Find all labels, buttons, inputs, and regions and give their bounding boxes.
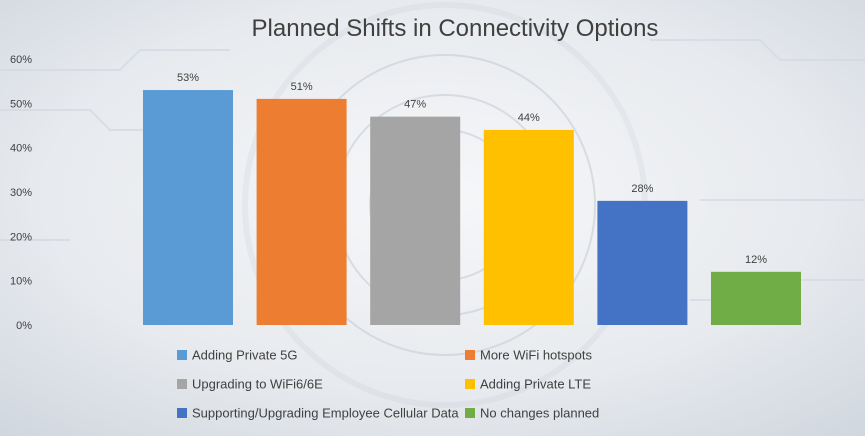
data-label: 53% <box>177 72 199 84</box>
legend-swatch <box>465 379 475 389</box>
data-label: 51% <box>291 81 313 93</box>
data-label: 12% <box>745 254 767 266</box>
legend: Adding Private 5G More WiFi hotspots Upgra… <box>177 348 599 421</box>
y-tick-label: 40% <box>10 143 32 155</box>
data-label: 44% <box>518 112 540 124</box>
legend-swatch <box>177 350 187 360</box>
bar <box>143 90 233 326</box>
legend-label: Adding Private 5G <box>192 348 298 363</box>
legend-swatch <box>177 379 187 389</box>
legend-swatch <box>465 350 475 360</box>
data-label: 28% <box>631 183 653 195</box>
legend-label: Supporting/Upgrading Employee Cellular D… <box>192 406 459 421</box>
data-labels: 53% 51% 47% 44% 28% 12% <box>177 72 767 266</box>
y-tick-label: 0% <box>16 320 32 332</box>
bar <box>370 116 461 325</box>
legend-label: No changes planned <box>480 406 599 421</box>
y-tick-label: 10% <box>10 276 32 288</box>
chart-title: Planned Shifts in Connectivity Options <box>252 15 659 42</box>
y-tick-label: 20% <box>10 231 32 243</box>
y-tick-label: 50% <box>10 98 32 110</box>
y-tick-label: 60% <box>10 54 32 66</box>
bar <box>597 200 688 325</box>
bar <box>711 271 801 325</box>
legend-swatch <box>177 408 187 418</box>
bars <box>143 90 801 326</box>
bar <box>256 98 347 326</box>
y-tick-label: 30% <box>10 187 32 199</box>
legend-label: Adding Private LTE <box>480 377 591 392</box>
legend-swatch <box>465 408 475 418</box>
bar <box>483 129 574 325</box>
legend-label: Upgrading to WiFi6/6E <box>192 377 323 392</box>
y-axis: 0% 10% 20% 30% 40% 50% 60% <box>10 54 32 332</box>
legend-label: More WiFi hotspots <box>480 348 592 363</box>
data-label: 47% <box>404 99 426 111</box>
